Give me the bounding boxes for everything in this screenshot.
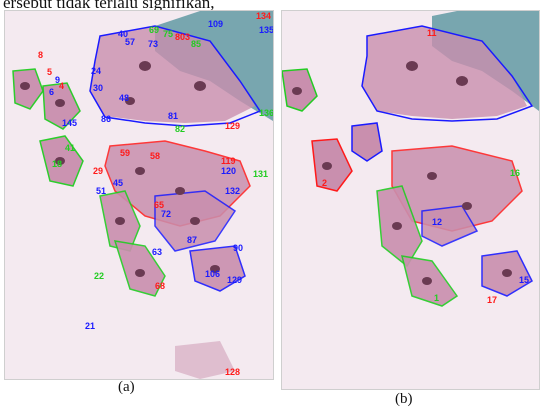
cell-label: 86 — [101, 114, 111, 124]
cell-label: 73 — [148, 39, 158, 49]
micrograph-panel-a: 8 5 9 4 6 40 57 69 75 803 73 85 109 134 … — [4, 10, 274, 380]
cell-label: 24 — [91, 66, 101, 76]
cell-label: 87 — [187, 235, 197, 245]
cell-label: 21 — [85, 321, 95, 331]
cell-label: 12 — [432, 217, 442, 227]
cell-label: 41 — [65, 143, 75, 153]
cell-label: 8 — [38, 50, 43, 60]
cell-label: 16 — [510, 168, 520, 178]
cell-label: 65 — [154, 200, 164, 210]
panel-b-label: (b) — [395, 391, 413, 407]
cell-label: 22 — [94, 271, 104, 281]
cell-label: 85 — [191, 39, 201, 49]
cell-label: 40 — [118, 29, 128, 39]
cell-label: 69 — [149, 25, 159, 35]
segmentation-overlay-a: 8 5 9 4 6 40 57 69 75 803 73 85 109 134 … — [12, 11, 273, 379]
cell-label: 75 — [163, 29, 173, 39]
cell-label: 9 — [55, 75, 60, 85]
cell-label: 59 — [120, 148, 130, 158]
cell-label: 63 — [152, 247, 162, 257]
cell-label: 30 — [93, 83, 103, 93]
segmentation-overlay-b: 11 2 17 12 15 16 1 — [282, 11, 539, 307]
cell-label: 1 — [434, 293, 439, 303]
cell-label: 5 — [47, 67, 52, 77]
cell-label: 17 — [487, 295, 497, 305]
panel-a-label: (a) — [118, 379, 135, 395]
micrograph-panel-b: 11 2 17 12 15 16 1 — [281, 10, 540, 390]
cell-label: 6 — [49, 87, 54, 97]
cell-label: 120 — [221, 166, 236, 176]
caption-text: ersebut tidak terlalu signifikan, — [3, 0, 215, 12]
cell-label: 2 — [322, 178, 327, 188]
cell-label: 81 — [168, 111, 178, 121]
cell-label: 136 — [259, 108, 273, 118]
cell-label: 57 — [125, 37, 135, 47]
cell-label: 106 — [205, 269, 220, 279]
cell-label: 48 — [119, 93, 129, 103]
cell-label: 90 — [233, 243, 243, 253]
cell-label: 68 — [155, 281, 165, 291]
cell-label: 119 — [221, 156, 236, 166]
cell-label: 128 — [225, 367, 240, 377]
cell-label: 45 — [113, 178, 123, 188]
cell-label: 129 — [225, 121, 240, 131]
cell-label: 129 — [227, 275, 242, 285]
cell-label: 131 — [253, 169, 268, 179]
cell-label: 82 — [175, 124, 185, 134]
cell-label: 109 — [208, 19, 223, 29]
cell-label: 29 — [93, 166, 103, 176]
cell-label: 15 — [519, 275, 529, 285]
cell-label: 58 — [150, 151, 160, 161]
cell-label: 803 — [175, 32, 190, 42]
cell-label: 18 — [52, 159, 62, 169]
cell-label: 72 — [161, 209, 171, 219]
cell-label: 145 — [62, 118, 77, 128]
cell-label: 11 — [427, 28, 437, 38]
cell-label: 4 — [59, 81, 64, 91]
cell-label: 135 — [259, 25, 273, 35]
cell-label: 132 — [225, 186, 240, 196]
cell-label: 51 — [96, 186, 106, 196]
cell-label: 134 — [256, 11, 271, 21]
